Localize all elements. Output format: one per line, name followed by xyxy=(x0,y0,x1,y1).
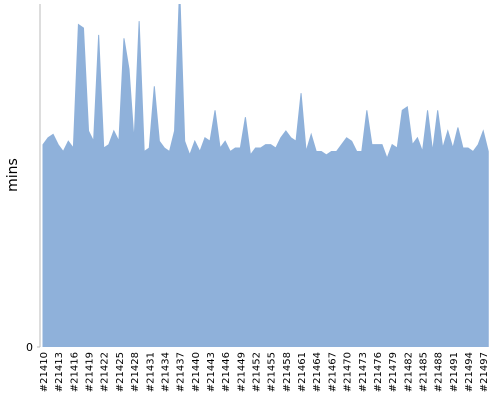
x-tick-label: #21458 xyxy=(282,352,293,392)
x-tick-label: #21440 xyxy=(191,352,202,392)
y-tick-label: 0 xyxy=(26,341,33,354)
x-tick-label: #21413 xyxy=(54,352,65,392)
x-tick-label: #21485 xyxy=(419,352,430,392)
x-tick-label: #21431 xyxy=(145,352,156,392)
x-tick-label: #21410 xyxy=(39,352,50,392)
x-tick-label: #21428 xyxy=(130,352,141,392)
x-tick-label: #21497 xyxy=(479,352,490,392)
x-tick-label: #21479 xyxy=(388,352,399,392)
x-tick-label: #21488 xyxy=(434,352,445,392)
x-tick-label: #21449 xyxy=(236,352,247,392)
x-tick-label: #21494 xyxy=(464,352,475,392)
y-axis-label: mins xyxy=(5,158,21,192)
x-tick-label: #21482 xyxy=(403,352,414,392)
x-tick-label: #21467 xyxy=(327,352,338,392)
x-tick-label: #21419 xyxy=(85,352,96,392)
x-tick-label: #21422 xyxy=(100,352,111,392)
x-tick-label: #21416 xyxy=(69,352,80,392)
x-tick-label: #21491 xyxy=(449,352,460,392)
x-tick-label: #21452 xyxy=(252,352,263,392)
x-tick-label: #21476 xyxy=(373,352,384,392)
x-tick-label: #21464 xyxy=(312,352,323,392)
area xyxy=(42,4,489,347)
x-tick-label: #21473 xyxy=(358,352,369,392)
x-tick-label: #21470 xyxy=(343,352,354,392)
x-tick-label: #21446 xyxy=(221,352,232,392)
x-tick-label: #21425 xyxy=(115,352,126,392)
x-tick-label: #21437 xyxy=(176,352,187,392)
x-tick-label: #21443 xyxy=(206,352,217,392)
x-tick-label: #21455 xyxy=(267,352,278,392)
x-tick-label: #21434 xyxy=(160,352,171,392)
x-tick-label: #21461 xyxy=(297,352,308,392)
